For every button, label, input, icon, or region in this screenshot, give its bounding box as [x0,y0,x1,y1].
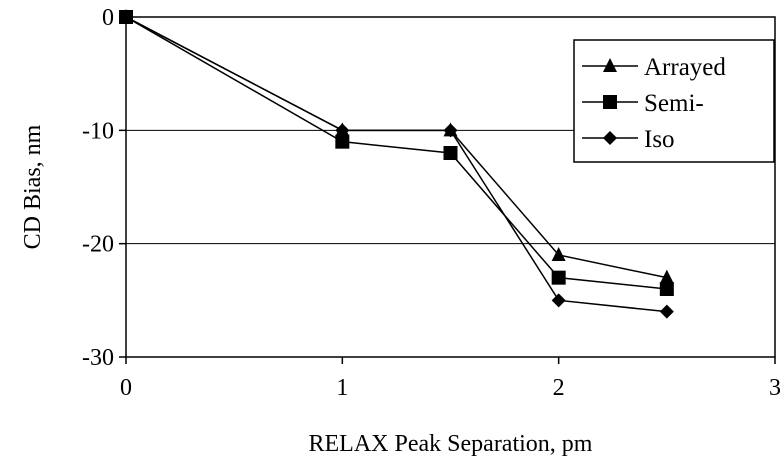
data-point [443,146,458,160]
plot-area-frame [125,16,776,358]
data-point [551,247,566,261]
x-tick-label: 2 [553,375,565,401]
legend-item: Semi- [582,90,704,117]
series-iso [119,10,674,319]
y-tick-label: -10 [82,118,114,144]
data-point [659,269,674,284]
legend-marker [603,131,617,145]
data-point [659,282,674,296]
data-point [335,134,350,149]
data-point [551,293,566,308]
legend-label: Semi- [644,90,704,117]
legend-item: Iso [582,126,675,153]
y-axis-label: CD Bias, nm [20,124,46,249]
data-point [119,10,133,24]
x-tick-label: 3 [769,375,781,401]
y-axis-ticks: 0 -10 -20 -30 [82,5,126,371]
series-layer [119,9,674,319]
x-axis-ticks: 0 1 2 3 [120,357,781,401]
legend-label: Iso [644,126,675,153]
data-point [659,304,674,319]
legend: Arrayed Semi- Iso [573,39,775,163]
legend-marker [603,58,617,72]
series-semi [119,10,674,296]
data-point [335,123,350,138]
x-tick-label: 0 [120,375,132,401]
y-tick-label: -30 [82,345,114,371]
x-tick-label: 1 [336,375,348,401]
legend-marker [603,95,617,109]
data-point [443,123,458,138]
legend-label: Arrayed [644,54,726,81]
y-tick-label: -20 [82,232,114,258]
y-tick-label: 0 [102,5,114,31]
x-axis-label: RELAX Peak Separation, pm [309,431,593,457]
data-point [551,270,566,285]
legend-item: Arrayed [582,54,726,81]
